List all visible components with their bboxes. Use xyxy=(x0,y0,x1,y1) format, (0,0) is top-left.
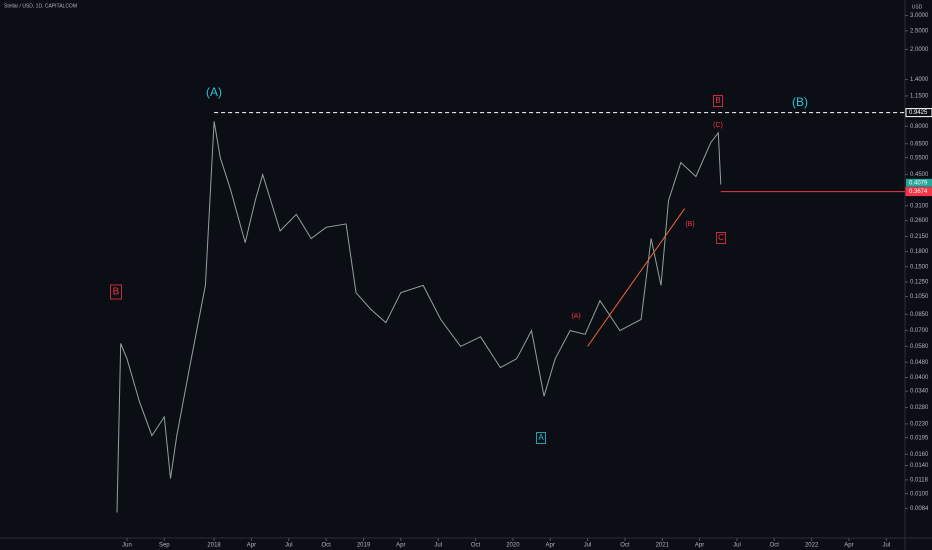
y-tick-label: 0.2150 xyxy=(910,234,929,240)
x-tick-label: Sep xyxy=(159,543,170,549)
annotation: B xyxy=(715,96,720,105)
x-tick-label: Jul xyxy=(584,543,592,549)
annotation-box xyxy=(716,231,726,244)
y-tick-label: 0.0140 xyxy=(910,463,929,469)
y-tick-label: 0.1250 xyxy=(910,280,929,286)
level-label: 0.3674 xyxy=(909,189,928,195)
y-tick-label: 0.0100 xyxy=(910,491,929,497)
annotation: (A) xyxy=(206,85,222,99)
x-tick-label: Oct xyxy=(620,543,630,549)
annotation: (A) xyxy=(571,313,580,320)
y-tick-label: 0.0084 xyxy=(910,506,929,512)
x-tick-label: Jul xyxy=(882,543,890,549)
y-tick-label: 0.0160 xyxy=(910,452,929,458)
y-tick-label: 1.1500 xyxy=(910,93,929,99)
level-badge xyxy=(905,108,932,118)
level-badge xyxy=(905,187,932,197)
y-tick-label: 0.3100 xyxy=(910,203,929,209)
x-tick-label: 2019 xyxy=(357,543,371,549)
x-tick-label: 2021 xyxy=(656,543,670,549)
annotation: (C) xyxy=(713,122,723,129)
last-price-badge xyxy=(906,178,932,187)
level-label: 0.9425 xyxy=(909,110,928,116)
y-tick-label: 0.1800 xyxy=(910,249,929,255)
x-tick-label: 2020 xyxy=(506,543,520,549)
x-tick-label: Oct xyxy=(471,543,481,549)
last-price-label: 0.4079 xyxy=(909,180,928,186)
y-tick-label: 0.0340 xyxy=(910,389,929,395)
x-tick-label: Apr xyxy=(247,543,256,549)
x-tick-label: Jul xyxy=(434,543,442,549)
x-tick-label: Jul xyxy=(285,543,293,549)
price-line xyxy=(116,121,722,513)
y-tick-label: 0.0700 xyxy=(910,328,929,334)
currency: USD xyxy=(912,4,923,10)
x-tick-label: Apr xyxy=(844,543,853,549)
annotation: A xyxy=(538,433,544,442)
x-tick-label: 2022 xyxy=(805,543,819,549)
y-tick-label: 0.0195 xyxy=(910,435,929,441)
y-tick-label: 0.5500 xyxy=(910,155,929,161)
y-tick-label: 0.6500 xyxy=(910,141,929,147)
x-tick-label: Oct xyxy=(770,543,780,549)
annotation-box xyxy=(536,431,546,444)
y-tick-label: 0.4500 xyxy=(910,172,929,178)
annotation-box xyxy=(110,284,122,300)
y-tick-label: 0.0850 xyxy=(910,312,929,318)
y-tick-label: 0.1050 xyxy=(910,294,929,300)
annotation: (B) xyxy=(685,221,694,228)
y-tick-label: 1.4000 xyxy=(910,77,929,83)
x-tick-label: Apr xyxy=(546,543,555,549)
y-tick-label: 0.0480 xyxy=(910,360,929,366)
y-tick-label: 0.0118 xyxy=(910,477,929,483)
trend-line xyxy=(587,208,686,347)
y-tick-label: 0.0400 xyxy=(910,375,929,381)
y-tick-label: 3.0000 xyxy=(910,13,929,19)
annotation-box xyxy=(713,95,723,108)
y-tick-label: 2.5000 xyxy=(910,28,929,34)
y-tick-label: 0.0280 xyxy=(910,405,929,411)
x-tick-label: Jul xyxy=(733,543,741,549)
annotation: (B) xyxy=(792,95,808,109)
x-tick-label: Oct xyxy=(321,543,331,549)
y-tick-label: 2.0000 xyxy=(910,47,929,53)
annotation: C xyxy=(718,233,724,242)
y-tick-label: 0.0580 xyxy=(910,344,929,350)
x-tick-label: Apr xyxy=(396,543,405,549)
x-tick-label: Apr xyxy=(695,543,704,549)
header-title: Stellar / USD, 1D, CAPITALCOM xyxy=(4,3,77,9)
y-tick-label: 0.1500 xyxy=(910,264,929,270)
x-tick-label: 2018 xyxy=(207,543,221,549)
y-tick-label: 0.2600 xyxy=(910,218,929,224)
annotation: B xyxy=(113,287,120,298)
x-tick-label: Jun xyxy=(122,543,132,549)
y-tick-label: 0.0230 xyxy=(910,422,929,428)
y-tick-label: 0.8000 xyxy=(910,124,929,130)
